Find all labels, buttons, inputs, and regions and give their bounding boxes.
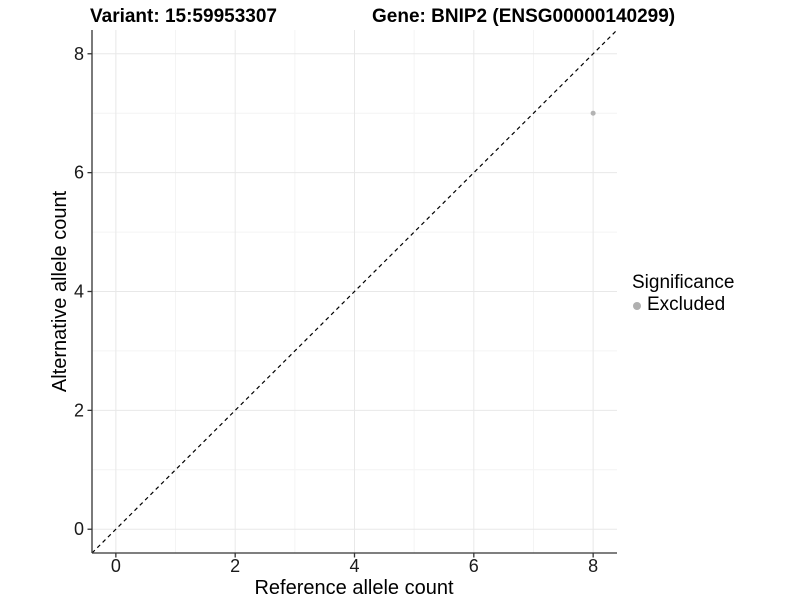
svg-text:8: 8 xyxy=(74,44,84,64)
x-axis-title: Reference allele count xyxy=(254,577,453,599)
plot-title-gene: Gene: BNIP2 (ENSG00000140299) xyxy=(372,6,676,27)
svg-text:8: 8 xyxy=(588,556,598,576)
plot-title-variant: Variant: 15:59953307 xyxy=(90,6,277,27)
data-points xyxy=(590,110,596,116)
legend-entry-label: Excluded xyxy=(647,294,726,315)
axis-ticks xyxy=(87,53,594,558)
svg-text:4: 4 xyxy=(349,556,359,576)
y-axis-title: Alternative allele count xyxy=(49,190,71,392)
legend-entry-excluded: Excluded xyxy=(630,294,734,315)
data-point xyxy=(590,110,596,116)
axis-tick-labels: 0 2 4 6 8 0 2 4 6 8 xyxy=(74,44,598,576)
legend: Significance Excluded xyxy=(630,272,734,315)
legend-title: Significance xyxy=(632,272,735,293)
svg-text:6: 6 xyxy=(74,163,84,183)
svg-text:0: 0 xyxy=(111,556,121,576)
legend-point-icon xyxy=(633,301,641,310)
svg-text:2: 2 xyxy=(74,400,84,420)
svg-text:0: 0 xyxy=(74,519,84,539)
svg-text:6: 6 xyxy=(469,556,479,576)
identity-reference-line xyxy=(91,29,618,554)
svg-text:4: 4 xyxy=(74,282,84,302)
svg-text:2: 2 xyxy=(230,556,240,576)
